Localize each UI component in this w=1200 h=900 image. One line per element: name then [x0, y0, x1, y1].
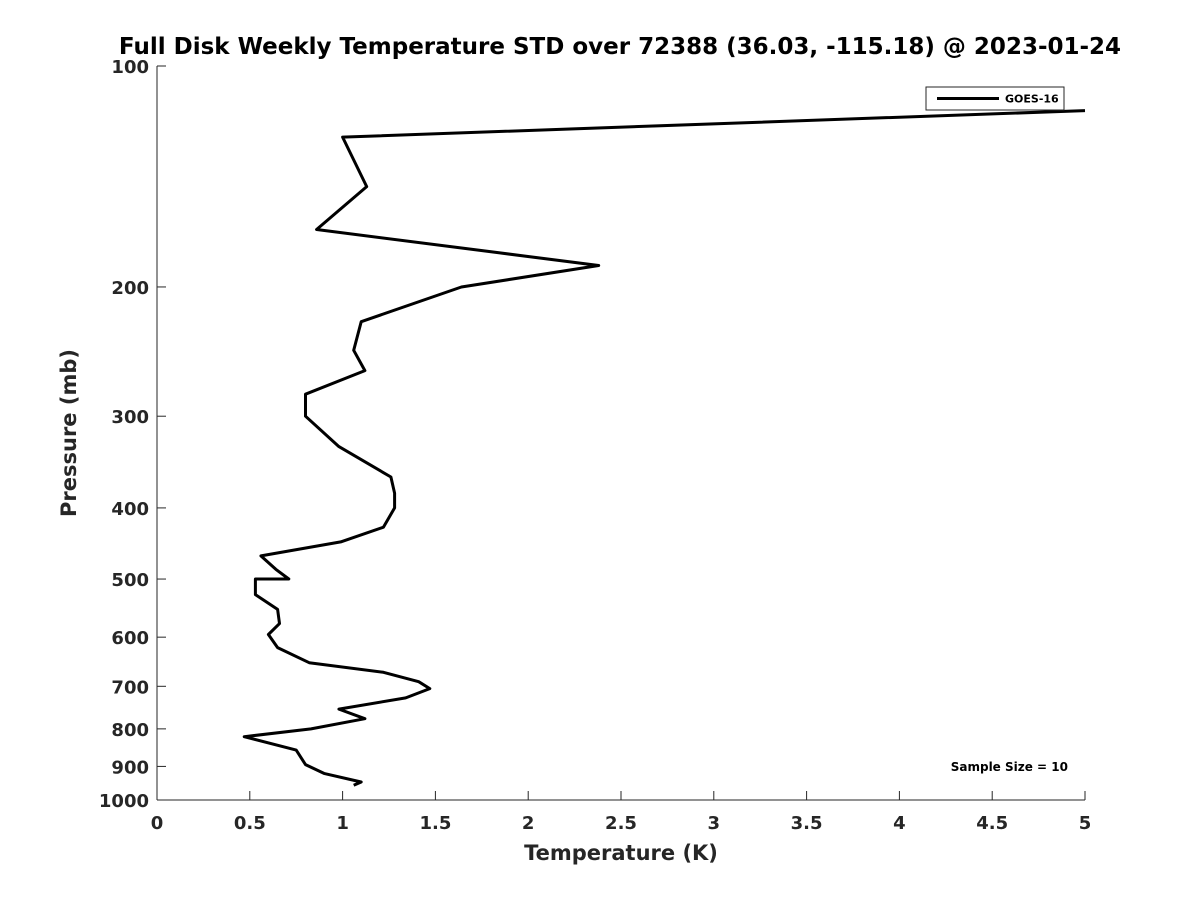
- legend: GOES-16: [925, 86, 1065, 111]
- legend-label-goes-16: GOES-16: [1005, 93, 1059, 106]
- sample-size-annotation: Sample Size = 10: [951, 760, 1068, 774]
- x-axis-label: Temperature (K): [524, 841, 718, 865]
- x-tick-label: 0.5: [234, 813, 266, 834]
- x-tick-label: 5: [1079, 813, 1092, 834]
- x-tick-label: 2.5: [605, 813, 637, 834]
- y-axis-label: Pressure (mb): [57, 349, 81, 517]
- y-tick-label: 700: [111, 677, 149, 698]
- y-tick-label: 200: [111, 278, 149, 299]
- y-tick-label: 500: [111, 570, 149, 591]
- x-tick-label: 4: [893, 813, 906, 834]
- x-ticks: 0 0.5 1 1.5 2 2.5 3 3.5 4 4.5 5: [151, 791, 1092, 834]
- y-ticks: 100 200 300 400 500 600 700 800 900 1000: [99, 57, 166, 812]
- y-tick-label: 100: [111, 57, 149, 78]
- y-tick-label: 1000: [99, 791, 149, 812]
- y-tick-label: 900: [111, 757, 149, 778]
- x-tick-label: 4.5: [976, 813, 1008, 834]
- x-tick-label: 1: [336, 813, 349, 834]
- y-tick-label: 400: [111, 499, 149, 520]
- x-tick-label: 3.5: [791, 813, 823, 834]
- series-line-goes-16: [242, 109, 1086, 787]
- x-tick-label: 3: [708, 813, 721, 834]
- x-tick-label: 0: [151, 813, 164, 834]
- x-tick-label: 1.5: [419, 813, 451, 834]
- chart-title: Full Disk Weekly Temperature STD over 72…: [119, 34, 1121, 60]
- y-tick-label: 800: [111, 720, 149, 741]
- y-tick-label: 300: [111, 407, 149, 428]
- y-tick-label: 600: [111, 628, 149, 649]
- x-tick-label: 2: [522, 813, 535, 834]
